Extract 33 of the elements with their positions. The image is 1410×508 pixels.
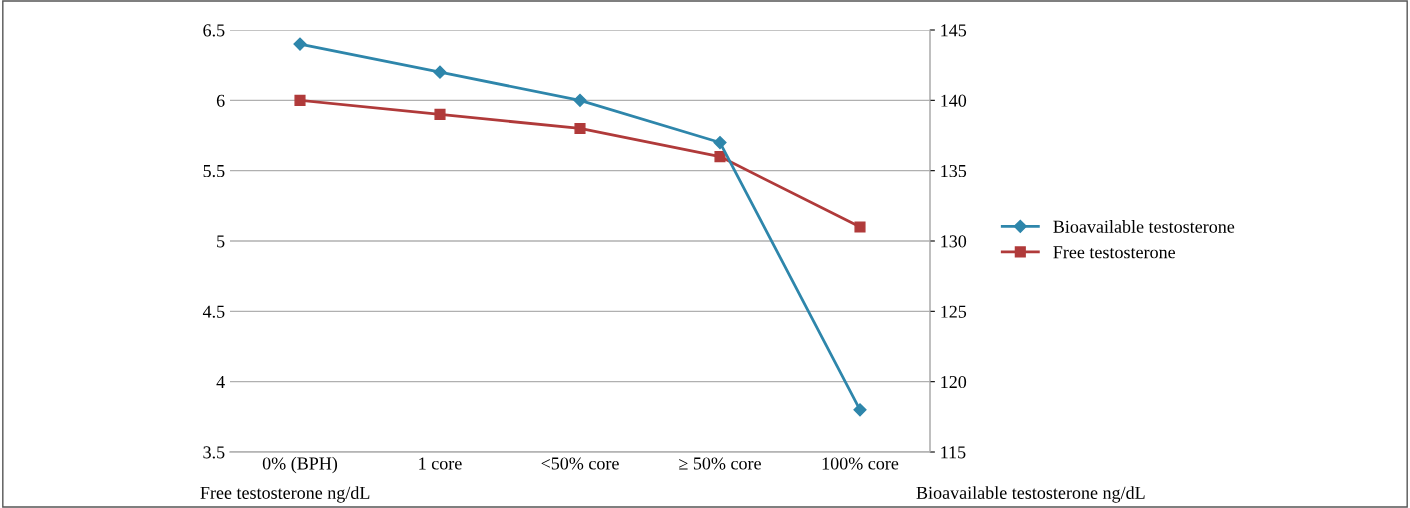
- x-tick-label: 100% core: [822, 457, 899, 470]
- legend-label: Free testosterone: [1053, 246, 1176, 259]
- y-tick-label: 4.5: [202, 305, 225, 318]
- x-tick-label: 0% (BPH): [262, 456, 338, 474]
- x-tick-label: ≥ 50% core: [679, 457, 761, 470]
- legend-label: Bioavailable testosterone: [1053, 220, 1235, 233]
- point: [434, 108, 446, 120]
- point: [574, 122, 586, 135]
- point: [294, 94, 306, 106]
- y-tick-label: 5: [217, 235, 225, 248]
- y2-tick-label: 130: [941, 235, 967, 248]
- y2-tick-label: 135: [941, 164, 967, 178]
- y-axis-title: Free testosterone ng/dL: [200, 486, 370, 503]
- point: [713, 135, 727, 150]
- point: [854, 221, 866, 233]
- y-tick-label: 3.5: [203, 446, 225, 459]
- y-tick-label: 6.5: [203, 24, 225, 37]
- point: [853, 403, 867, 417]
- y2-tick-label: 140: [941, 94, 967, 107]
- point: [714, 151, 726, 163]
- y2-tick-label: 115: [941, 446, 966, 459]
- point: [573, 93, 587, 107]
- y2-tick-label: 120: [941, 375, 967, 389]
- y-tick-label: 4: [216, 376, 225, 388]
- y-tick-label: 6: [216, 94, 225, 107]
- point: [433, 65, 447, 79]
- y2-axis-title: Bioavailable testosterone ng/dL: [916, 486, 1145, 503]
- x-tick-label: <50% core: [541, 457, 619, 470]
- x-tick-label: 1 core: [419, 457, 462, 470]
- y2-tick-label: 125: [941, 305, 967, 318]
- y2-tick-label: 145: [941, 24, 967, 37]
- y-tick-label: 5.5: [203, 165, 225, 178]
- point: [293, 37, 307, 51]
